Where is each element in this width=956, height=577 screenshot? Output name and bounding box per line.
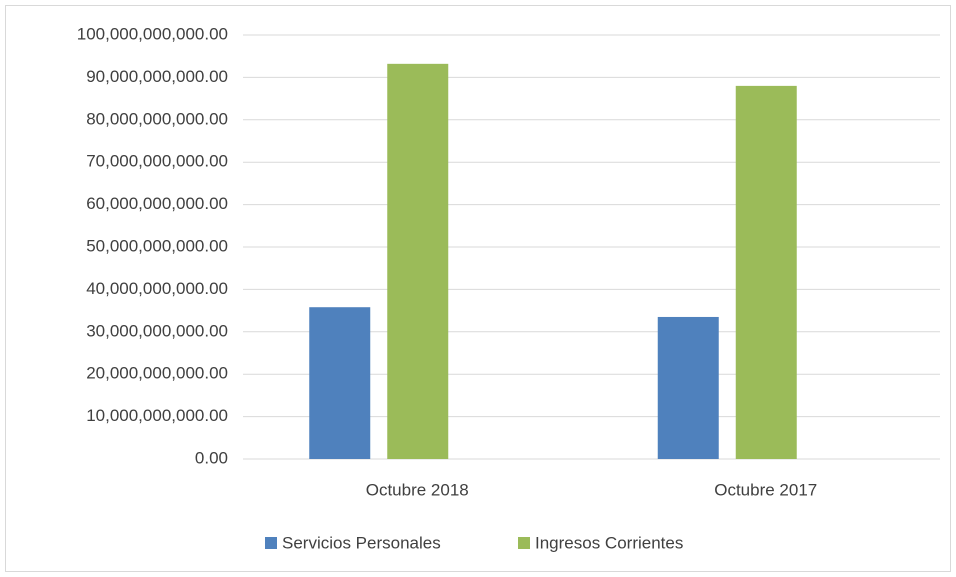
y-tick-label: 90,000,000,000.00 — [86, 67, 228, 86]
legend-swatch — [518, 537, 530, 549]
y-tick-label: 100,000,000,000.00 — [77, 24, 228, 43]
y-tick-label: 50,000,000,000.00 — [86, 236, 228, 255]
bar — [657, 316, 719, 459]
y-tick-label: 80,000,000,000.00 — [86, 109, 228, 128]
bar — [387, 63, 449, 459]
legend-label: Ingresos Corrientes — [535, 533, 683, 552]
bar — [735, 85, 797, 459]
y-tick-label: 70,000,000,000.00 — [86, 152, 228, 171]
y-tick-label: 60,000,000,000.00 — [86, 194, 228, 213]
x-tick-label: Octubre 2018 — [366, 480, 469, 499]
y-tick-label: 30,000,000,000.00 — [86, 321, 228, 340]
y-tick-label: 40,000,000,000.00 — [86, 279, 228, 298]
legend-label: Servicios Personales — [282, 533, 441, 552]
x-tick-label: Octubre 2017 — [714, 480, 817, 499]
bar — [309, 307, 371, 459]
y-tick-label: 0.00 — [195, 448, 228, 467]
legend-swatch — [265, 537, 277, 549]
y-tick-label: 10,000,000,000.00 — [86, 406, 228, 425]
y-tick-label: 20,000,000,000.00 — [86, 364, 228, 383]
